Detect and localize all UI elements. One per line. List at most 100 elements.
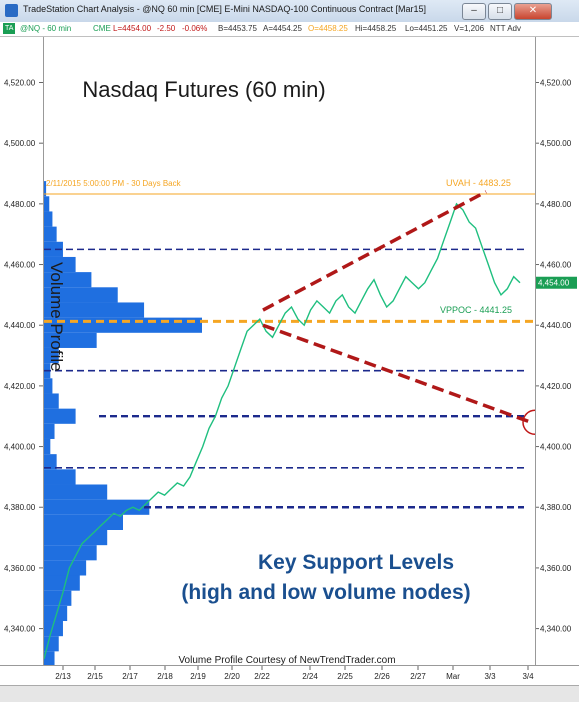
y-tick-label-left: 4,500.00 [4,139,36,148]
target-circle [522,409,548,436]
wedge-upper-line [262,190,487,312]
maximize-button[interactable]: □ [488,3,512,20]
profile-header: 2/11/2015 5:00:00 PM - 30 Days Back [46,179,182,188]
low-label: Lo=4451.25 [405,24,448,33]
profile-bar [44,287,118,303]
profile-bar [44,226,57,242]
chart-svg: Nasdaq Futures (60 min) 2/11/2015 5:00:0… [43,77,548,667]
y-tick-label-right: 4,360.00 [540,564,572,573]
right-price-axis[interactable]: 4,340.00 4,360.00 4,380.00 4,400.00 4,420.00… [535,37,579,665]
symbol-label: @NQ - 60 min [20,24,72,33]
profile-bar [44,393,59,409]
profile-bar [44,469,76,485]
y-tick-label-right: 4,500.00 [540,139,572,148]
x-tick-label: 2/18 [157,672,173,681]
profile-bar [44,621,63,637]
bid-label: B=4453.75 [218,24,257,33]
support-level-lines [44,193,535,509]
volume-profile-histogram [44,181,202,667]
x-tick-label: 3/3 [484,672,496,681]
chart-plot-area[interactable]: Nasdaq Futures (60 min) 2/11/2015 5:00:0… [43,37,548,667]
profile-bar [44,438,51,455]
profile-bar [44,560,87,576]
ask-label: A=4454.25 [263,24,302,33]
y-tick-label-left: 4,380.00 [4,503,36,512]
change-label: -2.50 [157,24,176,33]
x-tick-label: 2/17 [122,672,138,681]
x-tick-label: 2/25 [337,672,353,681]
profile-bar [44,241,63,257]
y-tick-label-left: 4,400.00 [4,443,36,452]
profile-bar [44,332,97,348]
y-tick-label-left: 4,480.00 [4,200,36,209]
y-tick-label-left: 4,520.00 [4,79,36,88]
open-label: O=4458.25 [308,24,348,33]
profile-bar [44,317,202,333]
profile-bar [44,256,76,273]
left-price-axis[interactable]: 4,340.00 4,360.00 4,380.00 4,400.00 4,420.00… [0,37,43,665]
profile-bar [44,272,92,288]
left-axis-ticks: 4,340.00 4,360.00 4,380.00 4,400.00 4,420.00… [4,79,43,634]
profile-bar [44,575,80,591]
profile-bar [44,378,53,394]
y-tick-label-left: 4,460.00 [4,261,36,270]
x-tick-label: 2/27 [410,672,426,681]
x-tick-label: 2/24 [302,672,318,681]
change-pct-label: -0.06% [182,24,208,33]
price-series [43,202,521,660]
ta-badge[interactable]: TA [3,23,16,34]
profile-bar [44,545,97,561]
close-button[interactable]: ✕ [514,3,552,20]
profile-bar [44,347,59,364]
extra-label: NTT Adv [490,24,521,33]
y-tick-label-right: 4,380.00 [540,503,572,512]
wedge-lower-line [262,323,532,424]
x-tick-label: 3/4 [522,672,534,681]
x-tick-label: 2/15 [87,672,103,681]
x-tick-label: 2/26 [374,672,390,681]
minimize-button[interactable]: – [462,3,486,20]
right-axis-ticks: 4,340.00 4,360.00 4,380.00 4,400.00 4,420.00… [535,79,577,634]
y-tick-label-right: 4,340.00 [540,625,572,634]
date-axis[interactable]: 2/13 2/15 2/17 2/18 2/19 2/20 2/22 2/24 2/25 2/26… [0,665,579,686]
y-tick-label-right: 4,520.00 [540,79,572,88]
profile-bar [44,408,76,424]
tradestation-app-icon [5,4,18,17]
profile-bar [44,302,145,318]
date-axis-ticks: 2/13 2/15 2/17 2/18 2/19 2/20 2/22 2/24 2/25 2/26… [55,666,534,681]
title-bar[interactable]: TradeStation Chart Analysis - @NQ 60 min… [0,0,579,23]
profile-bar [44,605,68,622]
x-tick-label: 2/22 [254,672,270,681]
y-tick-label-right: 4,420.00 [540,382,572,391]
volume-label: V=1,206 [454,24,485,33]
symbol-info-bar: TA @NQ - 60 min CME L=4454.00 -2.50 -0.0… [0,22,579,37]
profile-bar [44,484,108,500]
price-line [43,202,521,660]
credit-text: Volume Profile Courtesy of NewTrendTrade… [178,655,395,665]
profile-bar [44,636,59,652]
last-price-label: L=4454.00 [113,24,152,33]
current-price-box [535,276,577,289]
exchange-label: CME [93,24,111,33]
y-tick-label-left: 4,440.00 [4,321,36,330]
high-label: Hi=4458.25 [355,24,397,33]
window-title: TradeStation Chart Analysis - @NQ 60 min… [23,4,426,14]
y-tick-label-left: 4,360.00 [4,564,36,573]
profile-bar [44,181,47,197]
current-price-label: 4,454.00 [538,279,570,288]
profile-bar [44,514,123,530]
x-tick-label: 2/19 [190,672,206,681]
profile-bar [44,423,55,439]
status-bar [0,685,579,702]
chart-title: Nasdaq Futures (60 min) [82,77,325,102]
y-tick-label-right: 4,460.00 [540,261,572,270]
profile-bar [44,196,50,212]
profile-bar [44,590,72,606]
x-tick-label: Mar [446,672,460,681]
key-support-line1: Key Support Levels [258,551,454,574]
profile-bar [44,499,150,515]
x-tick-label: 2/13 [55,672,71,681]
uvah-label: UVAH - 4483.25 [446,178,511,188]
profile-bar [44,529,108,546]
